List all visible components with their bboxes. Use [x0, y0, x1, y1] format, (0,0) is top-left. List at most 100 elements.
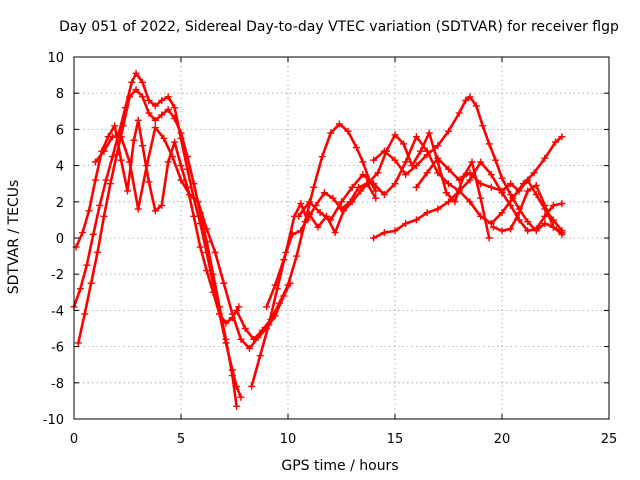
data-point [524, 187, 532, 195]
data-point [164, 93, 172, 101]
data-point [316, 209, 324, 217]
data-point [164, 158, 172, 166]
data-point [263, 303, 271, 311]
data-point [190, 180, 198, 188]
y-tick-label: -6 [51, 341, 64, 356]
data-marks [70, 69, 566, 410]
data-point [485, 234, 493, 242]
data-point [111, 122, 119, 130]
data-point [245, 344, 253, 352]
data-point [455, 187, 463, 195]
x-tick-label: 20 [494, 432, 511, 447]
data-point [295, 212, 303, 220]
data-point [183, 153, 191, 161]
data-point [203, 225, 211, 233]
data-point [352, 144, 360, 151]
data-point [130, 136, 138, 144]
data-point [552, 138, 559, 146]
series-track-2 [74, 86, 241, 410]
data-point [74, 339, 82, 347]
data-point [515, 209, 523, 217]
data-point [402, 158, 410, 166]
data-point [391, 180, 399, 188]
data-point [79, 229, 87, 237]
data-point [96, 201, 104, 209]
data-point [320, 189, 328, 197]
data-point [445, 127, 452, 135]
data-point [171, 138, 179, 146]
data-point [423, 151, 431, 159]
data-point [359, 171, 367, 179]
data-point [524, 176, 532, 184]
data-point [417, 147, 425, 155]
data-point [168, 153, 176, 161]
data-point [203, 238, 211, 246]
data-point [355, 183, 363, 191]
data-point [479, 122, 487, 130]
data-point [190, 212, 198, 220]
data-point [83, 261, 91, 269]
data-point [434, 169, 442, 177]
data-point [271, 281, 279, 289]
data-point [532, 225, 540, 233]
data-point [177, 129, 185, 137]
data-point [233, 402, 241, 410]
data-point [171, 115, 179, 123]
series-track-5 [233, 120, 380, 343]
x-tick-label: 5 [177, 432, 185, 447]
data-point [102, 176, 110, 184]
data-point [297, 227, 305, 235]
data-point [549, 223, 557, 231]
data-point [380, 229, 388, 237]
data-point [391, 156, 399, 164]
data-point [423, 169, 431, 177]
data-point [425, 129, 433, 137]
data-point [109, 153, 117, 161]
data-point [134, 205, 142, 213]
x-tick-label: 0 [70, 432, 78, 447]
data-point [194, 198, 202, 206]
data-point [507, 225, 515, 233]
data-point [160, 134, 168, 142]
data-point [359, 158, 367, 166]
data-point [412, 183, 420, 191]
data-point [235, 303, 243, 311]
data-point [455, 176, 463, 184]
axes: 0 5 10 15 20 25 -10 -8 -6 -4 -2 0 2 4 6 8 10 [43, 51, 618, 447]
data-point [434, 205, 442, 213]
data-point [442, 189, 450, 197]
data-point [477, 194, 485, 202]
data-point [222, 319, 230, 327]
data-point [541, 212, 549, 220]
data-point [492, 156, 500, 164]
y-axis-label: SDTVAR / TECUs [6, 180, 22, 295]
data-point [434, 142, 442, 150]
y-tick-label: 8 [56, 87, 64, 102]
data-point [455, 109, 463, 117]
data-point [466, 169, 474, 177]
x-tick-label: 25 [601, 432, 618, 447]
data-point [380, 191, 388, 199]
data-point [412, 133, 420, 141]
data-point [305, 210, 313, 218]
data-point [318, 153, 326, 161]
data-point [477, 158, 485, 166]
data-point [391, 131, 399, 139]
series-line [372, 95, 564, 234]
data-point [228, 310, 236, 318]
data-point [400, 140, 408, 148]
y-tick-label: 6 [56, 123, 64, 138]
data-point [558, 133, 566, 141]
data-point [132, 86, 140, 94]
data-point [241, 325, 249, 332]
data-point [477, 212, 485, 220]
data-point [374, 169, 382, 177]
data-point [171, 104, 179, 112]
series-line [250, 182, 377, 388]
data-point [327, 216, 335, 224]
data-point [445, 198, 452, 206]
series-track-11 [412, 154, 566, 235]
data-point [211, 248, 219, 256]
data-point [498, 227, 506, 235]
